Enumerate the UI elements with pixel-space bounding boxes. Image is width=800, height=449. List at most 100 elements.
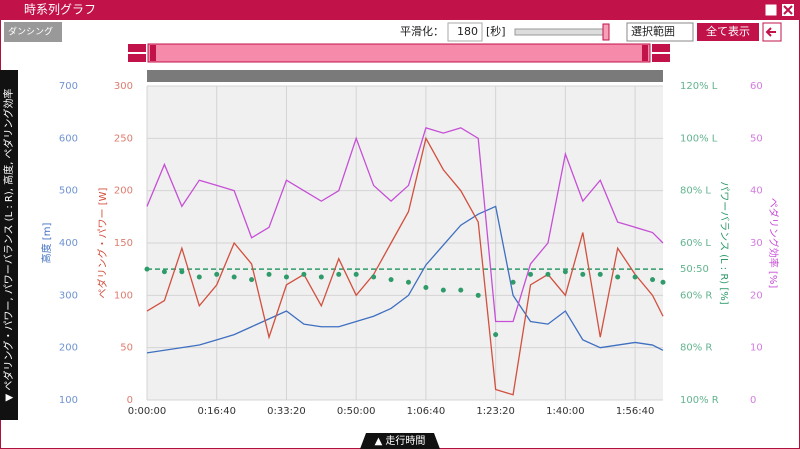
- series-dot: [161, 269, 167, 275]
- series-dot: [597, 271, 603, 277]
- range-handle[interactable]: [150, 45, 156, 61]
- y-tick-label: 120% L: [680, 81, 718, 92]
- series-dot: [475, 292, 481, 298]
- axis-label: パワーバランス (L : R) [%]: [718, 181, 730, 305]
- logo: [4, 22, 62, 42]
- y-tick-label: 10: [750, 343, 763, 354]
- series-dot: [562, 269, 568, 275]
- y-tick-label: 60% R: [680, 290, 712, 301]
- smoothing-slider[interactable]: [514, 28, 608, 36]
- y-tick-label: 0: [127, 395, 133, 406]
- y-tick-label: 20: [750, 290, 763, 301]
- series-dot: [493, 332, 499, 338]
- series-dot: [249, 277, 255, 283]
- series-dot: [660, 279, 666, 285]
- show-all-button[interactable]: [697, 23, 759, 41]
- y-tick-label: 0: [750, 395, 756, 406]
- axis-label: ペダリング・パワー [W]: [96, 187, 109, 298]
- series-dot: [615, 274, 621, 280]
- x-tick-label: 0:50:00: [337, 406, 376, 417]
- x-tick-label: 1:06:40: [407, 406, 446, 417]
- y-tick-label: 80% L: [680, 186, 711, 197]
- side-label: ▼ ペダリング・パワー, パワーバランス (L : R), 高度, ペダリング効…: [2, 89, 15, 402]
- y-tick-label: 40: [750, 186, 763, 197]
- x-tick-label: 1:23:20: [476, 406, 515, 417]
- series-dot: [580, 271, 586, 277]
- y-tick-label: 100% R: [680, 395, 719, 406]
- range-right-button[interactable]: [652, 54, 670, 62]
- range-select-text: 選択範囲: [631, 24, 675, 38]
- y-tick-label: 600: [59, 133, 78, 144]
- series-dot: [423, 284, 429, 290]
- series-dot: [388, 277, 394, 283]
- y-tick-label: 100: [59, 395, 78, 406]
- range-slider[interactable]: [147, 43, 651, 63]
- y-tick-label: 30: [750, 238, 763, 249]
- series-dot: [528, 271, 534, 277]
- axis-label: 高度 [m]: [40, 223, 53, 264]
- back-icon: [765, 27, 776, 37]
- series-dot: [283, 274, 289, 280]
- y-tick-label: 100% L: [680, 133, 718, 144]
- x-tick-label: 1:40:00: [546, 406, 585, 417]
- y-tick-label: 500: [59, 186, 78, 197]
- maximize-button[interactable]: [764, 3, 778, 17]
- y-tick-label: 100: [114, 290, 133, 301]
- y-tick-label: 200: [114, 186, 133, 197]
- y-tick-label: 150: [114, 238, 133, 249]
- range-select[interactable]: [626, 22, 694, 42]
- series-line: [146, 136, 664, 396]
- series-dot: [510, 279, 516, 285]
- series-dot: [196, 274, 202, 280]
- series-line: [146, 127, 664, 323]
- y-tick-label: 700: [59, 81, 78, 92]
- smoothing-input[interactable]: [447, 22, 483, 42]
- axis-label: ペダリング効率 [%]: [767, 198, 780, 289]
- overview-bar: [147, 70, 663, 82]
- y-tick-label: 300: [59, 290, 78, 301]
- smoothing-value: 180: [457, 25, 478, 38]
- title-bar: [0, 0, 800, 20]
- y-tick-label: 50: [120, 343, 133, 354]
- series-line: [146, 205, 664, 354]
- series-dot: [353, 271, 359, 277]
- smoothing-unit: [秒]: [486, 24, 506, 38]
- x-tick-label: 0:00:00: [128, 406, 167, 417]
- series-dot: [214, 271, 220, 277]
- range-left-button[interactable]: [128, 44, 146, 52]
- series-dot: [371, 274, 377, 280]
- series-dot: [231, 274, 237, 280]
- side-tab[interactable]: [0, 70, 18, 420]
- series-dot: [144, 266, 150, 272]
- bottom-tab-label: ▲ 走行時間: [375, 434, 426, 447]
- logo-text: ダンシング: [8, 26, 53, 38]
- series-dot: [440, 287, 446, 293]
- x-tick-label: 0:33:20: [267, 406, 306, 417]
- show-all-text: 全て表示: [706, 24, 750, 38]
- bottom-tab[interactable]: [360, 433, 440, 449]
- y-tick-label: 50:50: [680, 264, 709, 275]
- y-tick-label: 60: [750, 81, 763, 92]
- smoothing-label: 平滑化：: [400, 24, 444, 38]
- range-handle[interactable]: [642, 45, 648, 61]
- x-tick-label: 1:56:40: [616, 406, 655, 417]
- series-dot: [405, 279, 411, 285]
- x-tick-label: 0:16:40: [197, 406, 236, 417]
- y-tick-label: 400: [59, 238, 78, 249]
- y-tick-label: 250: [114, 133, 133, 144]
- series-dot: [318, 274, 324, 280]
- slider-handle[interactable]: [602, 23, 610, 41]
- series-dot: [650, 277, 656, 283]
- series-dot: [632, 274, 638, 280]
- series-dot: [266, 271, 272, 277]
- series-dot: [301, 271, 307, 277]
- y-tick-label: 60% L: [680, 238, 711, 249]
- range-right-button[interactable]: [652, 44, 670, 52]
- y-tick-label: 80% R: [680, 343, 712, 354]
- series-dot: [179, 269, 185, 275]
- y-tick-label: 300: [114, 81, 133, 92]
- series-dot: [336, 271, 342, 277]
- y-tick-label: 50: [750, 133, 763, 144]
- range-left-button[interactable]: [128, 54, 146, 62]
